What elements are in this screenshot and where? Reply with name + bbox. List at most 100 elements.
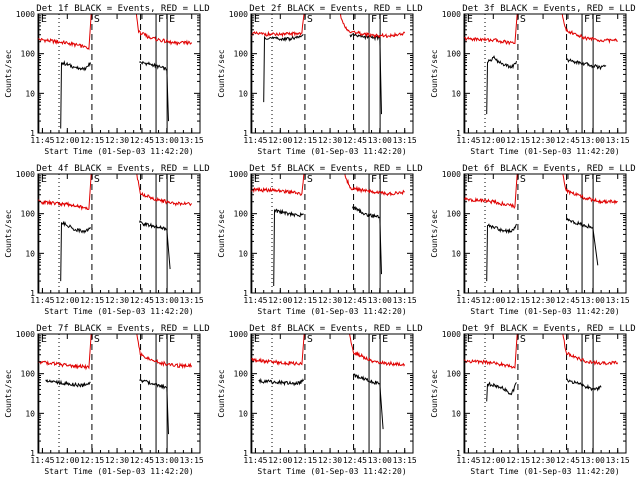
x-tick-label: 12:30 [318,136,342,145]
y-tick-label: 1000 [229,170,248,179]
time-marker-label: E [382,174,388,185]
y-tick-label: 10 [238,409,248,418]
y-tick-label: 100 [234,370,249,379]
y-tick-label: 1 [456,289,461,298]
events-series-line [60,220,91,282]
y-tick-label: 100 [234,210,249,219]
time-marker-label: E [254,14,260,25]
y-tick-label: 1 [30,129,35,138]
time-marker-label: F [371,174,377,185]
y-tick-label: 100 [447,50,462,59]
lld-series-line [349,334,406,367]
chart-title: Det 8f BLACK = Events, RED = LLD [249,324,422,334]
lld-series-line [464,174,518,209]
x-tick-label: 13:00 [581,136,605,145]
time-marker-label: E [382,14,388,25]
lld-series-line [561,14,618,44]
y-axis-label: Counts/sec [4,49,13,97]
plot-frame [250,173,414,294]
time-marker-label: E [41,174,47,185]
chart-panel: E S F E 1 10 100 1000 11:45 12:00 12:15 12:30 12:45 1… [426,320,639,484]
x-axis-label: Start Time (01-Sep-03 11:42:20) [470,467,619,476]
x-axis-label: Start Time (01-Sep-03 11:42:20) [470,307,619,316]
lld-series-line [464,334,518,369]
events-series-line [263,34,304,103]
chart-title: Det 1f BLACK = Events, RED = LLD [36,4,209,14]
y-axis-label: Counts/sec [430,369,439,417]
x-tick-label: 13:15 [180,456,204,465]
x-tick-label: 12:45 [556,136,580,145]
x-axis-label: Start Time (01-Sep-03 11:42:20) [257,307,406,316]
y-tick-label: 1000 [229,10,248,19]
lld-series-line [339,14,406,39]
x-tick-label: 12:15 [293,456,317,465]
plot-frame [463,13,627,134]
x-tick-label: 12:30 [531,456,555,465]
x-tick-label: 12:45 [130,296,154,305]
x-tick-label: 13:15 [393,296,417,305]
x-tick-label: 12:00 [55,296,79,305]
time-marker-label: E [467,14,473,25]
y-axis-label: Counts/sec [430,49,439,97]
time-marker-label: E [41,334,47,345]
x-tick-label: 12:00 [481,296,505,305]
lld-series-line [562,334,619,366]
x-tick-label: 13:15 [180,136,204,145]
lld-series-line [38,14,92,51]
events-series-line [352,206,382,275]
y-tick-label: 10 [451,89,461,98]
time-marker-label: E [595,334,601,345]
y-tick-label: 100 [21,210,36,219]
y-axis-label: Counts/sec [4,369,13,417]
y-tick-label: 1 [243,289,248,298]
time-marker-label: S [520,14,526,25]
lld-series-line [38,334,92,371]
events-series-line [486,381,517,402]
x-tick-label: 13:15 [606,136,630,145]
x-tick-label: 12:00 [481,456,505,465]
events-series-line [486,223,517,282]
lld-series-line [135,14,193,46]
x-tick-label: 11:45 [456,296,480,305]
x-tick-label: 12:45 [343,296,367,305]
events-series-line [486,55,517,115]
chart-title: Det 2f BLACK = Events, RED = LLD [249,4,422,14]
plot-frame [37,333,201,454]
y-tick-label: 10 [238,89,248,98]
y-tick-label: 10 [25,249,35,258]
plot-frame [463,173,627,294]
x-tick-label: 12:15 [293,296,317,305]
x-tick-label: 13:15 [393,456,417,465]
time-marker-label: E [382,334,388,345]
x-axis-label: Start Time (01-Sep-03 11:42:20) [44,467,193,476]
time-marker-label: F [158,334,164,345]
x-tick-label: 11:45 [243,296,267,305]
chart-title: Det 5f BLACK = Events, RED = LLD [249,164,422,174]
chart-panel: E S F E 1 10 100 1000 11:45 12:00 12:15 12:30 12:45 1… [213,160,426,324]
y-tick-label: 1000 [229,330,248,339]
y-tick-label: 10 [238,249,248,258]
plot-frame [463,333,627,454]
x-tick-label: 13:15 [606,296,630,305]
y-tick-label: 1 [456,449,461,458]
chart-panel: E S F E 1 10 100 1000 11:45 12:00 12:15 12:30 12:45 1… [0,320,213,484]
x-tick-label: 12:00 [481,136,505,145]
lld-series-line [251,14,305,38]
x-axis-label: Start Time (01-Sep-03 11:42:20) [470,147,619,156]
x-tick-label: 12:30 [105,456,129,465]
x-tick-label: 13:15 [180,296,204,305]
x-tick-label: 12:15 [506,136,530,145]
y-tick-label: 10 [25,409,35,418]
y-tick-label: 10 [451,409,461,418]
y-axis-label: Counts/sec [217,369,226,417]
x-tick-label: 11:45 [243,136,267,145]
time-marker-label: S [520,174,526,185]
x-tick-label: 12:45 [556,296,580,305]
